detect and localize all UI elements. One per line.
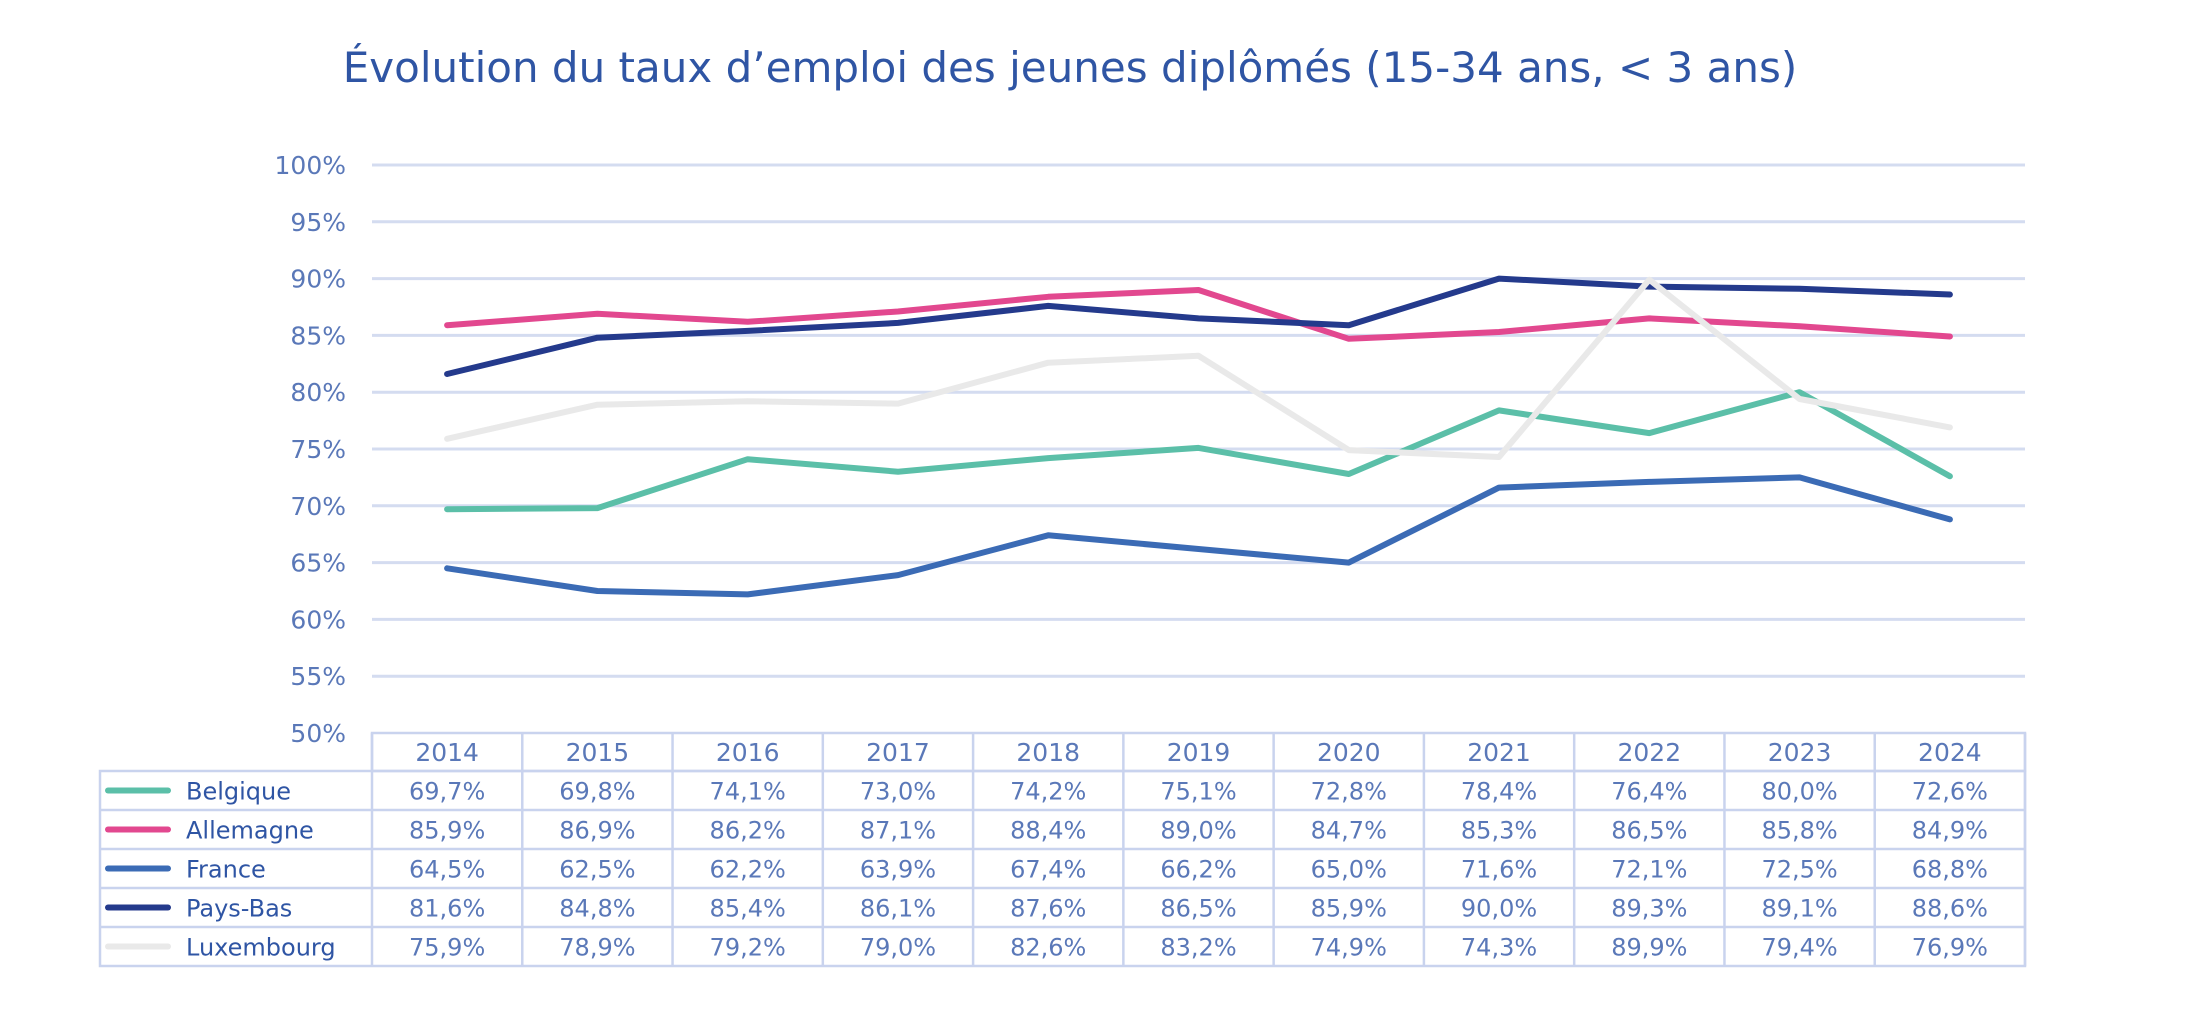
y-tick-label: 70% xyxy=(290,492,346,521)
data-label: 89,1% xyxy=(1761,895,1837,923)
data-label: 85,8% xyxy=(1761,817,1837,845)
data-label: 65,0% xyxy=(1311,856,1387,884)
data-label: 63,9% xyxy=(860,856,936,884)
x-tick-label: 2019 xyxy=(1167,738,1231,767)
data-label: 85,9% xyxy=(1311,895,1387,923)
data-label: 79,4% xyxy=(1761,934,1837,962)
series-line-luxembourg xyxy=(444,276,1953,460)
data-label: 89,9% xyxy=(1611,934,1687,962)
data-label: 62,2% xyxy=(710,856,786,884)
data-label: 64,5% xyxy=(409,856,485,884)
y-tick-label: 95% xyxy=(290,208,346,237)
data-table: 2014 2015 2016 2017 2018 2019 2020 2021 2022 2023… xyxy=(98,731,2027,968)
data-label: 78,4% xyxy=(1461,778,1537,806)
data-label: 72,8% xyxy=(1311,778,1387,806)
y-tick-label: 90% xyxy=(290,265,346,294)
y-axis: 50% 55% 60% 65% 70% 75% 80% 85% 90% 95% 100% xyxy=(275,151,346,748)
x-tick-label: 2021 xyxy=(1467,738,1531,767)
data-label: 69,8% xyxy=(559,778,635,806)
data-label: 84,9% xyxy=(1912,817,1988,845)
data-label: 85,9% xyxy=(409,817,485,845)
x-tick-label: 2017 xyxy=(866,738,930,767)
data-label: 72,5% xyxy=(1761,856,1837,884)
legend-label: Luxembourg xyxy=(186,934,336,962)
x-tick-label: 2014 xyxy=(415,738,479,767)
x-tick-label: 2020 xyxy=(1317,738,1381,767)
data-label: 87,1% xyxy=(860,817,936,845)
legend-label: Pays-Bas xyxy=(186,895,292,923)
data-label: 83,2% xyxy=(1160,934,1236,962)
x-tick-label: 2016 xyxy=(716,738,780,767)
data-label: 67,4% xyxy=(1010,856,1086,884)
data-label: 66,2% xyxy=(1160,856,1236,884)
series-lines xyxy=(444,275,1953,598)
y-tick-label: 80% xyxy=(290,378,346,407)
data-label: 82,6% xyxy=(1010,934,1086,962)
data-label: 73,0% xyxy=(860,778,936,806)
data-label: 84,8% xyxy=(559,895,635,923)
data-label: 74,3% xyxy=(1461,934,1537,962)
data-label: 75,9% xyxy=(409,934,485,962)
y-tick-label: 85% xyxy=(290,321,346,350)
data-label: 88,4% xyxy=(1010,817,1086,845)
y-tick-label: 60% xyxy=(290,605,346,634)
y-tick-label: 55% xyxy=(290,662,346,691)
legend-label: Belgique xyxy=(186,778,291,806)
y-tick-label: 50% xyxy=(290,719,346,748)
data-label: 71,6% xyxy=(1461,856,1537,884)
data-label: 69,7% xyxy=(409,778,485,806)
data-label: 76,4% xyxy=(1611,778,1687,806)
x-tick-label: 2018 xyxy=(1016,738,1080,767)
y-tick-label: 100% xyxy=(275,151,346,180)
legend-label: Allemagne xyxy=(186,817,314,845)
data-label: 87,6% xyxy=(1010,895,1086,923)
x-tick-label: 2023 xyxy=(1768,738,1832,767)
data-label: 88,6% xyxy=(1912,895,1988,923)
data-label: 80,0% xyxy=(1761,778,1837,806)
series-line-france xyxy=(444,474,1953,598)
data-label: 86,9% xyxy=(559,817,635,845)
series-line-belgique xyxy=(444,389,1953,513)
legend-label: France xyxy=(186,856,266,884)
data-label: 81,6% xyxy=(409,895,485,923)
data-label: 76,9% xyxy=(1912,934,1988,962)
data-label: 72,1% xyxy=(1611,856,1687,884)
data-label: 84,7% xyxy=(1311,817,1387,845)
data-label: 78,9% xyxy=(559,934,635,962)
data-label: 86,5% xyxy=(1611,817,1687,845)
data-label: 85,4% xyxy=(710,895,786,923)
data-label: 79,2% xyxy=(710,934,786,962)
data-label: 74,2% xyxy=(1010,778,1086,806)
x-tick-label: 2024 xyxy=(1918,738,1982,767)
data-label: 62,5% xyxy=(559,856,635,884)
data-label: 72,6% xyxy=(1912,778,1988,806)
grid-lines xyxy=(372,163,2025,678)
series-line-pays-bas xyxy=(444,275,1953,377)
data-label: 85,3% xyxy=(1461,817,1537,845)
chart-title: Évolution du taux d’emploi des jeunes di… xyxy=(343,42,1798,92)
data-label: 74,1% xyxy=(710,778,786,806)
y-tick-label: 75% xyxy=(290,435,346,464)
data-label: 68,8% xyxy=(1912,856,1988,884)
x-tick-label: 2022 xyxy=(1618,738,1682,767)
data-label: 74,9% xyxy=(1311,934,1387,962)
data-label: 89,0% xyxy=(1160,817,1236,845)
y-tick-label: 65% xyxy=(290,549,346,578)
data-label: 90,0% xyxy=(1461,895,1537,923)
data-label: 86,1% xyxy=(860,895,936,923)
data-label: 79,0% xyxy=(860,934,936,962)
x-tick-label: 2015 xyxy=(566,738,630,767)
data-label: 75,1% xyxy=(1160,778,1236,806)
data-label: 89,3% xyxy=(1611,895,1687,923)
data-label: 86,5% xyxy=(1160,895,1236,923)
data-label: 86,2% xyxy=(710,817,786,845)
